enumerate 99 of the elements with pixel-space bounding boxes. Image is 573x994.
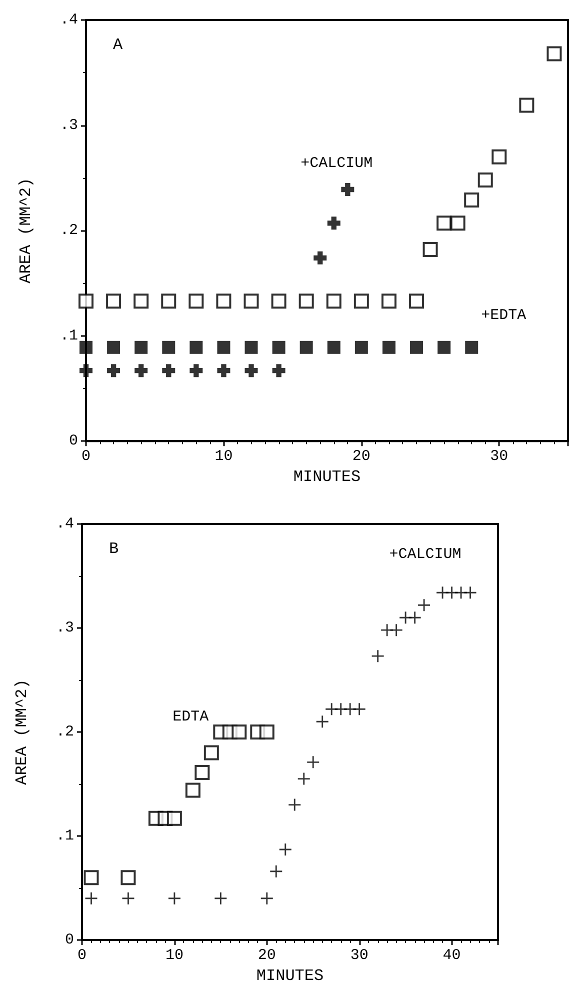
y-axis-title: AREA (MM^2) [13,679,31,785]
y-tick-label: .4 [60,12,78,28]
point [166,810,182,826]
point [450,216,466,231]
point [326,294,342,309]
y-tick-label: .1 [56,828,74,844]
point [161,294,176,309]
point [464,192,480,208]
point [244,364,258,378]
point [216,294,232,309]
point [353,703,366,716]
point [307,756,320,768]
x-tick-label: 20 [352,448,370,466]
point [244,340,258,354]
annotation: +CALCIUM [300,154,373,172]
point [422,242,438,257]
y-tick-label: .2 [56,724,74,740]
x-tick-label: 10 [214,448,233,466]
point [381,294,396,309]
point [465,340,478,354]
x-tick-label: 0 [81,448,91,466]
point [298,294,314,309]
point [162,340,176,354]
point [84,870,99,886]
point [134,364,148,378]
point [354,294,369,309]
point [327,340,340,354]
y-axis-title: AREA (MM^2) [17,178,35,284]
y-tick-label: .2 [60,222,78,240]
y-tick-label: .4 [56,516,74,532]
y-tick-label: 0 [64,932,74,948]
point [134,294,149,309]
point [217,340,230,354]
point [244,294,259,309]
point [270,865,282,878]
x-tick-label: 30 [490,448,508,466]
point [409,294,424,309]
point [85,892,98,904]
point [272,364,286,378]
point [341,182,354,196]
point [478,172,493,188]
point [492,149,507,164]
point [382,340,396,354]
point [418,599,430,612]
point [300,340,313,354]
x-tick-label: 10 [165,947,184,964]
point [134,340,148,354]
text: A [113,36,123,54]
point [80,364,92,378]
point [408,612,421,624]
annotation: EDTA [172,708,209,726]
point [288,798,301,811]
point [327,216,340,230]
y-tick-label: 0 [68,432,78,450]
x-tick-label: 20 [258,947,276,964]
point [390,624,402,636]
point [272,340,286,354]
x-tick-label: 30 [350,947,368,964]
point [190,340,203,354]
point [194,765,210,780]
point [314,251,327,264]
y-tick-label: .3 [56,620,74,636]
point [122,892,134,904]
point [214,892,227,904]
point [519,98,534,113]
point [217,364,230,378]
y-tick-label: .1 [60,327,78,344]
point [260,892,273,904]
point [436,216,452,231]
point [106,294,122,309]
point [259,724,274,740]
point [298,772,310,785]
point [372,650,384,662]
x-axis-title: MINUTES [256,966,324,985]
point [410,340,424,354]
point [204,745,219,760]
point [120,870,136,886]
point [464,586,476,599]
point [78,294,94,309]
point [80,340,92,354]
point [190,364,203,378]
x-axis-title: MINUTES [293,468,361,486]
point [316,716,328,728]
point [271,294,286,309]
point [162,364,176,378]
text: B [109,540,119,558]
y-tick-label: .3 [60,116,78,134]
point [107,340,120,354]
point [107,364,120,378]
point [438,340,451,354]
annotation: +EDTA [481,306,526,324]
point [546,46,562,62]
x-tick-label: 40 [442,947,461,964]
point [168,892,180,904]
point [354,340,368,354]
annotation: +CALCIUM [389,546,462,564]
point [185,782,200,798]
point [232,724,247,740]
point [188,294,204,309]
